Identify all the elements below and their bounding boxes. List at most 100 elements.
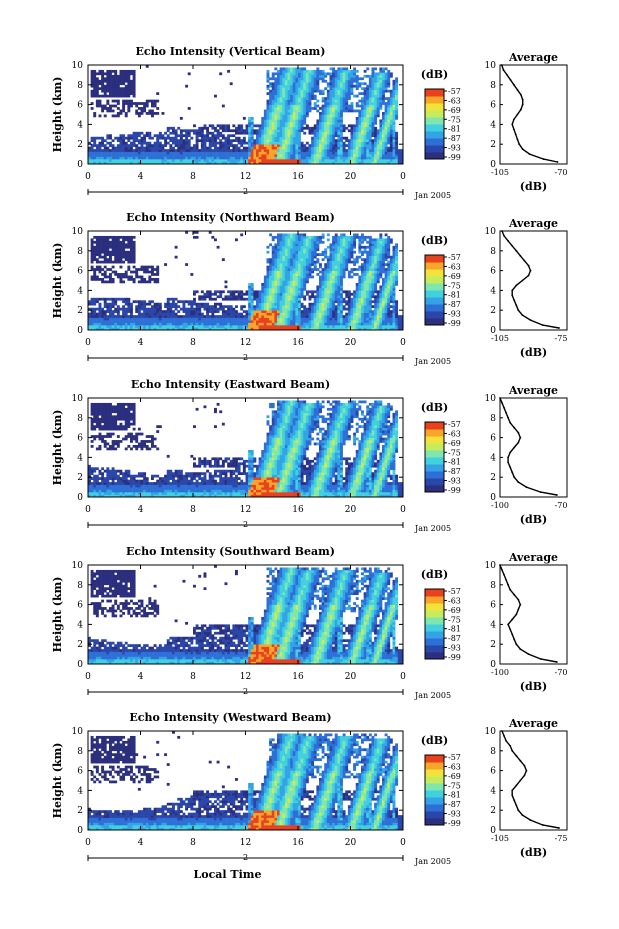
heatmap-cell: [295, 280, 299, 284]
heatmap-cell: [158, 305, 162, 309]
heatmap-cell: [329, 74, 333, 78]
heatmap-cell: [340, 87, 343, 91]
heatmap-cell: [88, 154, 91, 157]
heatmap-cell: [101, 238, 105, 242]
heatmap-cell: [395, 104, 399, 108]
heatmap-cell: [256, 312, 259, 316]
heatmap-cell: [221, 258, 225, 261]
heatmap-cell: [140, 327, 144, 331]
heatmap-cell: [361, 87, 364, 91]
heatmap-cell: [232, 149, 236, 152]
heatmap-cell: [326, 282, 330, 286]
heatmap-cell: [308, 312, 312, 316]
heatmap-cell: [95, 240, 99, 244]
heatmap-cell: [308, 275, 312, 279]
heatmap-cell: [145, 268, 149, 271]
heatmap-cell: [172, 126, 175, 130]
heatmap-cell: [122, 107, 126, 110]
heatmap-cell: [106, 72, 110, 76]
heatmap-cell: [308, 99, 312, 103]
heatmap-cell: [282, 265, 286, 269]
heatmap-cell: [300, 258, 304, 261]
heatmap-cell: [371, 129, 375, 133]
heatmap-cell: [271, 297, 275, 301]
heatmap-cell: [261, 322, 265, 326]
heatmap-cell: [203, 161, 207, 165]
heatmap-cell: [290, 79, 294, 83]
heatmap-cell: [332, 154, 336, 157]
heatmap-cell: [127, 69, 131, 73]
heatmap-cell: [389, 159, 393, 162]
heatmap-cell: [355, 79, 359, 83]
profile-point: [518, 143, 521, 146]
heatmap-cell: [279, 89, 283, 93]
heatmap-cell: [300, 290, 304, 294]
heatmap-cell: [284, 94, 288, 98]
heatmap-cell: [200, 134, 204, 138]
heatmap-cell: [221, 290, 225, 294]
heatmap-cell: [130, 87, 133, 91]
heatmap-cell: [376, 87, 380, 91]
heatmap-cell: [284, 149, 288, 152]
heatmap-cell: [295, 278, 299, 281]
heatmap-cell: [111, 322, 115, 326]
heatmap-cell: [334, 243, 338, 247]
heatmap-cell: [208, 156, 212, 160]
heatmap-cell: [313, 141, 317, 145]
heatmap-cell: [321, 292, 325, 296]
heatmap-cell: [114, 310, 118, 313]
heatmap-cell: [347, 79, 351, 83]
heatmap-cell: [208, 154, 212, 157]
heatmap-cell: [311, 292, 315, 296]
heatmap-cell: [353, 159, 357, 162]
heatmap-cell: [321, 250, 325, 254]
heatmap-cell: [347, 146, 351, 150]
heatmap-cell: [284, 119, 288, 123]
heatmap-cell: [374, 89, 378, 93]
heatmap-cell: [119, 278, 123, 281]
heatmap-cell: [219, 149, 223, 152]
heatmap-cell: [109, 302, 112, 306]
heatmap-cell: [326, 265, 330, 269]
heatmap-cell: [277, 89, 280, 93]
heatmap-cell: [274, 156, 278, 160]
heatmap-cell: [316, 273, 320, 276]
heatmap-cell: [324, 72, 328, 76]
heatmap-cell: [387, 104, 391, 108]
heatmap-cell: [295, 102, 299, 105]
heatmap-cell: [256, 295, 259, 299]
heatmap-cell: [324, 268, 328, 271]
heatmap-cell: [316, 82, 320, 86]
heatmap-cell: [305, 263, 309, 266]
heatmap-cell: [290, 280, 294, 284]
heatmap-cell: [290, 89, 294, 93]
heatmap-cell: [221, 159, 225, 162]
heatmap-cell: [122, 275, 126, 279]
heatmap-cell: [376, 104, 380, 108]
heatmap-cell: [303, 297, 307, 301]
heatmap-cell: [248, 154, 252, 157]
heatmap-cell: [287, 325, 291, 328]
heatmap-cell: [269, 107, 273, 110]
heatmap-cell: [158, 149, 162, 152]
heatmap-cell: [151, 112, 154, 115]
heatmap-cell: [235, 131, 238, 135]
heatmap-cell: [295, 119, 299, 123]
heatmap-cell: [282, 104, 286, 108]
heatmap-cell: [295, 114, 299, 118]
heatmap-cell: [216, 124, 220, 128]
heatmap-cell: [190, 302, 194, 306]
heatmap-cell: [114, 297, 118, 301]
heatmap-cell: [382, 82, 385, 86]
heatmap-cell: [321, 258, 325, 261]
heatmap-cell: [313, 74, 317, 78]
colorbar-frame: [424, 88, 445, 160]
heatmap-cell: [350, 149, 354, 152]
heatmap-cell: [353, 124, 357, 128]
heatmap-cell: [130, 327, 133, 331]
heatmap-cell: [119, 275, 123, 279]
heatmap-cell: [103, 275, 107, 279]
heatmap-cell: [332, 245, 336, 249]
heatmap-cell: [271, 263, 275, 266]
heatmap-cell: [143, 151, 147, 155]
